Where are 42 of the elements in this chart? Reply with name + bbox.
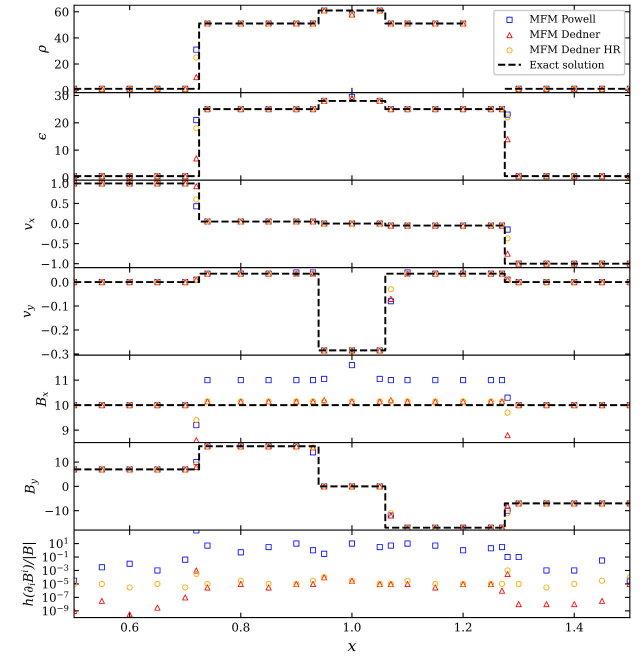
y-axis-title: h(∂$_{i}$B$^{i}$)/|B| <box>21 542 36 606</box>
legend-label: MFM Powell <box>530 14 596 23</box>
y-tick-label: −0.2 <box>42 326 68 335</box>
y-tick-label: 11 <box>56 376 68 385</box>
y-axis-title: B$_{x}$ <box>36 392 48 407</box>
y-axis-title: v$_{x}$ <box>25 218 34 230</box>
y-tick-label: 20 <box>54 118 68 128</box>
y-axis-title: ρ <box>38 45 49 53</box>
y-tick-label: −0.5 <box>42 239 68 248</box>
x-tick-label: 0.6 <box>121 622 138 632</box>
y-tick-label: 40 <box>54 34 68 43</box>
y-tick-label: 10$^{−7}$ <box>43 591 68 602</box>
y-tick-label: 20 <box>54 60 68 69</box>
y-tick-label: −0.3 <box>42 350 68 359</box>
y-tick-label: −10 <box>46 506 68 516</box>
legend-label: Exact solution <box>530 60 604 69</box>
y-tick-label: 9 <box>62 426 68 435</box>
x-tick-label: 1.2 <box>455 622 472 632</box>
legend-label: MFM Dedner <box>530 30 600 38</box>
y-tick-label: 10$^{−9}$ <box>43 604 68 616</box>
y-tick-label: 0.5 <box>51 199 68 208</box>
y-tick-label: 10 <box>56 400 68 410</box>
y-tick-label: 10$^{1}$ <box>50 538 68 548</box>
x-tick-label: 1.0 <box>344 622 361 632</box>
x-axis-title: x <box>348 643 356 652</box>
y-tick-label: 10$^{−1}$ <box>43 551 68 562</box>
y-tick-label: 60 <box>54 8 68 16</box>
y-axis-title: ϵ <box>38 133 46 140</box>
y-axis-title: v$_{y}$ <box>24 305 35 318</box>
y-tick-label: 10$^{−3}$ <box>43 564 68 576</box>
y-tick-label: −1.0 <box>42 259 68 268</box>
x-tick-label: 0.8 <box>232 622 250 632</box>
y-tick-label: 0.0 <box>51 278 68 287</box>
y-tick-label: 10 <box>56 146 68 155</box>
legend-label: MFM Dedner HR <box>530 45 621 54</box>
x-tick-label: 1.4 <box>566 622 584 632</box>
y-tick-label: 10$^{−5}$ <box>43 578 68 589</box>
y-tick-label: 10 <box>56 458 68 467</box>
y-axis-title: B$_{y}$ <box>24 478 39 494</box>
y-tick-label: −0.1 <box>42 302 68 311</box>
y-tick-label: 0.0 <box>51 219 68 228</box>
y-tick-label: 0 <box>62 482 68 492</box>
